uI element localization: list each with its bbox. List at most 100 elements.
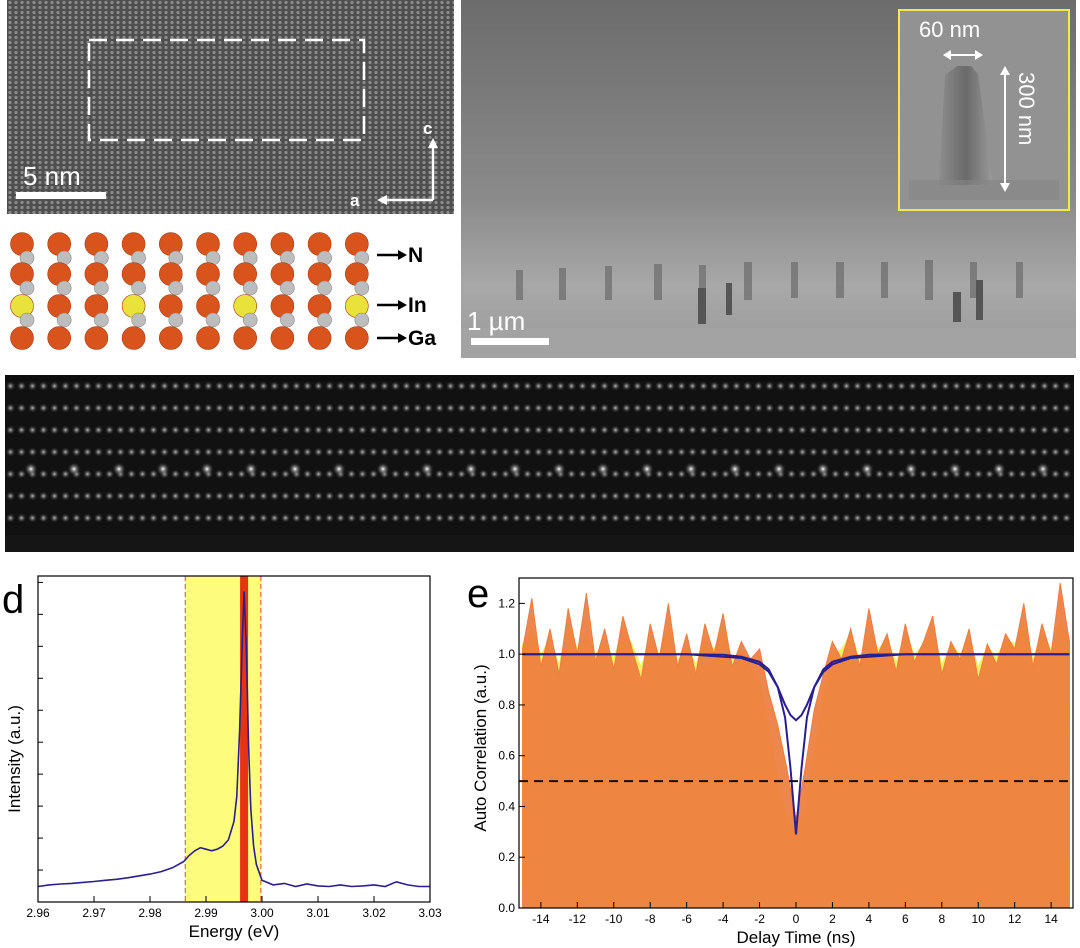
n-atom: [205, 312, 221, 328]
n-atom: [317, 280, 332, 296]
y-tick-label-e: 0.2: [498, 850, 515, 864]
x-tick-label-e: -4: [718, 912, 729, 926]
n-atom: [131, 312, 146, 328]
bright-atom: [552, 462, 566, 476]
scale-bar-c: [471, 338, 549, 345]
x-tick-label-d: 2.96: [26, 906, 50, 920]
n-atom: [354, 312, 370, 328]
bright-atom: [728, 462, 742, 476]
y-axis-label-e: Auto Correlation (a.u.): [471, 664, 490, 831]
n-atom: [242, 312, 258, 328]
ga-atom: [270, 326, 295, 350]
scale-bar-label-c: 1 µm: [467, 306, 525, 336]
bright-atom: [464, 462, 478, 476]
n-atom: [168, 280, 184, 296]
panel-b-stem-image: [5, 375, 1074, 552]
atom-label-in: In: [408, 294, 427, 317]
bright-atom: [200, 462, 214, 476]
ga-atom: [307, 326, 332, 350]
bright-atom: [992, 462, 1006, 476]
panel-c-sem-image: 1 µm 60 nm 300 nm: [461, 0, 1076, 358]
bright-atom: [860, 462, 874, 476]
y-axis-label-d: Intensity (a.u.): [5, 705, 24, 813]
bright-atom: [67, 462, 81, 476]
x-tick-label-e: 2: [829, 912, 836, 926]
y-tick-label-e: 0.6: [498, 749, 515, 763]
bright-atom: [596, 462, 610, 476]
x-tick-label-d: 2.98: [138, 906, 162, 920]
bright-atom: [948, 462, 962, 476]
y-tick-label-e: 0.4: [498, 799, 515, 813]
ga-atom: [47, 326, 72, 350]
panel-a-stem-image: 5 nm c a: [7, 0, 454, 214]
ga-atom: [121, 326, 146, 350]
sem-inset: 60 nm 300 nm: [898, 9, 1070, 211]
highlight-line: [240, 576, 249, 902]
x-tick-label-e: 14: [1044, 912, 1058, 926]
spectrum-line: [37, 591, 430, 888]
x-tick-label-e: 12: [1008, 912, 1022, 926]
plot-frame-d: [37, 575, 431, 903]
y-tick-label-e: 1.2: [498, 596, 515, 610]
bright-atom: [772, 462, 786, 476]
scale-bar-label-a: 5 nm: [23, 161, 81, 191]
bright-atom: [816, 462, 830, 476]
x-tick-label-e: 4: [866, 912, 873, 926]
x-tick-label-e: 6: [902, 912, 909, 926]
ga-atom: [233, 326, 257, 350]
inset-height-label: 300 nm: [1014, 72, 1039, 145]
ga-atom: [84, 326, 109, 350]
x-tick-label-e: -6: [681, 912, 692, 926]
highlight-band: [185, 576, 261, 902]
ga-atom: [196, 326, 220, 350]
atom-label-arrowhead: [398, 333, 407, 343]
x-tick-label-d: 3.03: [418, 906, 442, 920]
chart-d-spectrum: 2.96 2.97 2.98 2.99 3.00 3.01 3.02 3.03 Energy (…: [5, 575, 442, 941]
n-atom: [19, 280, 35, 296]
atom-label-n: N: [408, 244, 423, 267]
bright-atom: [420, 462, 434, 476]
selection-dashed-box: [87, 38, 366, 142]
bright-atom: [332, 462, 346, 476]
atomic-model: N In Ga: [10, 232, 436, 350]
y-tick-label-e: 0.8: [498, 698, 515, 712]
stem-lattice-b: [5, 375, 1074, 552]
bright-atom: [288, 462, 302, 476]
bright-atom: [684, 462, 698, 476]
x-tick-label-e: -2: [754, 912, 765, 926]
n-atom: [131, 280, 146, 296]
atom-label-ga: Ga: [408, 327, 436, 350]
n-atom: [168, 312, 184, 328]
x-tick-label-d: 3.02: [362, 906, 386, 920]
x-tick-label-d: 3.01: [306, 906, 330, 920]
x-tick-label-e: -8: [645, 912, 656, 926]
n-atom: [94, 280, 109, 296]
y-tick-label-e: 1.0: [498, 647, 515, 661]
n-atom: [205, 280, 221, 296]
bright-atom: [904, 462, 918, 476]
chart-e-autocorrelation: -14 -12 -10 -8 -6 -4 -2 0 2 4 6 8 10 12 14 0.0 0.2 0.4 0.6…: [471, 577, 1074, 947]
n-atom: [56, 312, 72, 328]
y-tick-label-e: 0.0: [498, 901, 515, 915]
bright-atom: [1036, 462, 1050, 476]
bright-atom: [376, 462, 390, 476]
x-tick-label-e: -14: [532, 912, 550, 926]
n-atom: [94, 312, 109, 328]
bright-atom: [24, 462, 38, 476]
x-tick-label-e: 0: [793, 912, 800, 926]
panel-label-d: d: [2, 578, 25, 622]
atom-label-arrowhead: [398, 300, 407, 310]
x-tick-label-d: 2.97: [82, 906, 106, 920]
axis-label-a: a: [350, 191, 360, 210]
ga-atom: [159, 326, 183, 350]
bright-atom: [244, 462, 258, 476]
n-atom: [56, 280, 72, 296]
bright-atom: [640, 462, 654, 476]
x-tick-label-d: 2.99: [194, 906, 218, 920]
x-tick-label-e: 8: [938, 912, 945, 926]
sem-image-c: 1 µm 60 nm 300 nm: [461, 0, 1076, 358]
n-atom: [242, 280, 258, 296]
ga-atom: [344, 326, 369, 350]
stem-lattice-a: 5 nm c a: [7, 0, 454, 214]
n-atom: [19, 312, 35, 328]
